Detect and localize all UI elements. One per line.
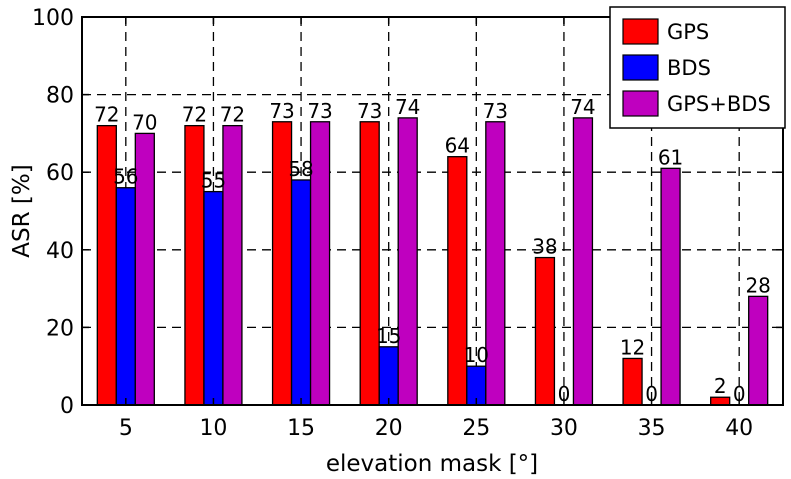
bar-gps-40 bbox=[710, 396, 731, 406]
data-label-bds-15: 58 bbox=[288, 157, 313, 181]
data-label-gps-40: 2 bbox=[714, 374, 727, 398]
data-label-gps-5: 72 bbox=[94, 103, 119, 127]
legend-label-gps: GPS bbox=[667, 20, 709, 44]
x-tick-label: 30 bbox=[550, 416, 578, 441]
x-tick-label: 10 bbox=[199, 416, 227, 441]
bar-gps-bds-10 bbox=[222, 124, 243, 406]
y-tick-label: 100 bbox=[32, 6, 74, 31]
data-label-gps-bds-40: 28 bbox=[745, 273, 770, 297]
data-label-bds-30: 0 bbox=[558, 382, 571, 406]
data-label-bds-5: 56 bbox=[113, 165, 138, 189]
bar-gps-30 bbox=[534, 256, 556, 406]
data-label-bds-25: 10 bbox=[464, 343, 489, 367]
bar-gps-20 bbox=[359, 121, 380, 406]
data-label-gps-bds-20: 74 bbox=[395, 95, 420, 119]
bar-bds-15 bbox=[290, 179, 312, 406]
bar-bds-10 bbox=[203, 190, 224, 406]
data-label-bds-10: 55 bbox=[201, 169, 226, 193]
bar-gps-10 bbox=[184, 124, 205, 406]
x-tick-label: 15 bbox=[287, 416, 315, 441]
data-label-gps-bds-30: 74 bbox=[570, 95, 595, 119]
data-label-gps-bds-25: 73 bbox=[483, 99, 508, 123]
x-tick-label: 35 bbox=[638, 416, 666, 441]
data-label-bds-20: 15 bbox=[376, 324, 401, 348]
legend-label-bds: BDS bbox=[667, 56, 711, 80]
data-label-gps-20: 73 bbox=[357, 99, 382, 123]
legend-swatch-bds bbox=[622, 54, 659, 81]
y-tick-label: 20 bbox=[46, 316, 74, 341]
bar-gps-bds-20 bbox=[397, 117, 418, 406]
bar-gps-bds-35 bbox=[660, 167, 681, 406]
x-tick-label: 40 bbox=[725, 416, 753, 441]
x-tick-label: 5 bbox=[119, 416, 133, 441]
legend-label-gps-bds: GPS+BDS bbox=[667, 92, 771, 116]
data-label-gps-15: 73 bbox=[269, 99, 294, 123]
data-label-gps-bds-15: 73 bbox=[307, 99, 332, 123]
data-label-gps-bds-10: 72 bbox=[220, 103, 245, 127]
legend-swatch-gps-bds bbox=[622, 90, 659, 117]
data-label-gps-30: 38 bbox=[532, 235, 557, 259]
bar-gps-25 bbox=[447, 156, 468, 406]
plot-frame bbox=[81, 16, 784, 406]
data-label-gps-bds-5: 70 bbox=[132, 110, 157, 134]
y-tick-label: 80 bbox=[46, 84, 74, 109]
legend-swatch-gps bbox=[622, 18, 659, 45]
y-axis-label: ASR [%] bbox=[9, 164, 35, 257]
data-label-gps-bds-35: 61 bbox=[658, 145, 683, 169]
legend: GPS BDS GPS+BDS bbox=[609, 6, 786, 129]
data-label-gps-35: 12 bbox=[620, 335, 645, 359]
bar-gps-bds-40 bbox=[748, 295, 769, 406]
x-tick-label: 25 bbox=[462, 416, 490, 441]
y-tick-label: 60 bbox=[46, 161, 74, 186]
data-label-gps-10: 72 bbox=[182, 103, 207, 127]
data-label-bds-35: 0 bbox=[645, 382, 658, 406]
y-tick-label: 0 bbox=[60, 394, 74, 419]
y-tick-label: 40 bbox=[46, 239, 74, 264]
bar-bds-5 bbox=[115, 187, 136, 406]
x-axis-label: elevation mask [°] bbox=[326, 451, 538, 477]
bar-bds-20 bbox=[378, 346, 399, 406]
data-label-bds-40: 0 bbox=[733, 382, 746, 406]
bar-gps-bds-30 bbox=[572, 117, 594, 406]
data-label-gps-25: 64 bbox=[445, 134, 470, 158]
x-tick-label: 20 bbox=[375, 416, 403, 441]
bar-gps-35 bbox=[622, 357, 643, 406]
